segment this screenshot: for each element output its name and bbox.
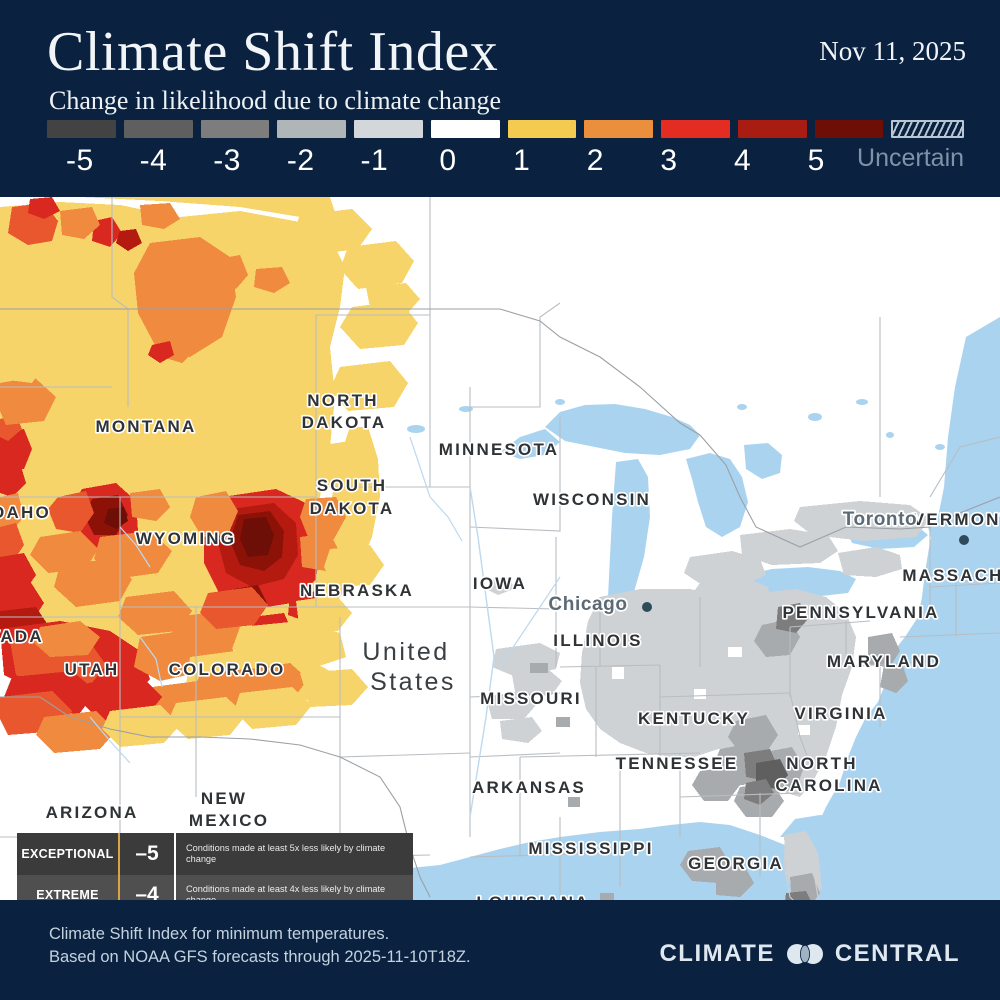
map-state-label: LOUISIANA: [476, 893, 589, 900]
color-swatch--3: [200, 120, 270, 138]
map-state-label: MISSOURI: [480, 689, 582, 708]
color-scale-labels: -5 -4 -3 -2 -1 0 1 2 3 4 5 Uncertain: [47, 144, 964, 178]
map-state-label: SOUTH: [317, 476, 388, 495]
map-city-dots: [642, 535, 969, 612]
footer-line-1: Climate Shift Index for minimum temperat…: [49, 925, 390, 943]
map-csi-raster-cool: [486, 501, 930, 900]
color-scale-label--2: -2: [286, 144, 315, 177]
color-swatch-5: [814, 120, 884, 138]
logo-word-climate: CLIMATE: [659, 940, 775, 967]
map-state-label: ARKANSAS: [472, 778, 586, 797]
color-scale-label-3: 3: [660, 144, 678, 177]
map-state-label: MISSISSIPPI: [528, 839, 653, 858]
legend-row: EXCEPTIONAL –5 Conditions made at least 5x…: [17, 833, 413, 875]
map-state-label: NEBRASKA: [300, 581, 414, 600]
color-scale-label-uncertain: Uncertain: [857, 144, 965, 172]
legend-description: Conditions made at least 5x less likely …: [186, 842, 386, 864]
map-state-label: IOWA: [473, 574, 527, 593]
map-state-label: UTAH: [65, 660, 120, 679]
map-city-label: Chicago: [548, 594, 627, 615]
color-swatch-uncertain: [891, 120, 964, 138]
map-water-layer: [58, 317, 1000, 900]
color-swatch-0: [430, 120, 500, 138]
map-state-label: MINNESOTA: [439, 440, 560, 459]
color-swatch--1: [354, 120, 423, 138]
header: Climate Shift Index Change in likelihood…: [0, 0, 1000, 197]
page-subtitle: Change in likelihood due to climate chan…: [49, 86, 501, 115]
map-state-label: VERMONT: [913, 510, 1000, 529]
map-state-label: IDAHO: [0, 503, 51, 522]
map-state-label: GEORGIA: [688, 854, 784, 873]
map-state-label: MASSACH: [902, 566, 1000, 585]
map-csi-raster-warm: [0, 197, 420, 753]
color-scale-legend: -5 -4 -3 -2 -1 0 1 2 3 4 5 Uncertain: [47, 120, 964, 180]
map-svg: MONTANA NORTH DAKOTA MINNESOTA SOUTH DAKOTA WI…: [0, 197, 1000, 900]
map-state-label: ILLINOIS: [553, 631, 642, 650]
map-state-label: NEVADA: [0, 627, 44, 646]
map-state-label: ARIZONA: [46, 803, 139, 822]
map-state-label: NORTH: [786, 754, 857, 773]
map-state-label: KENTUCKY: [638, 709, 750, 728]
page-title: Climate Shift Index: [47, 21, 499, 83]
color-swatch-4: [737, 120, 807, 138]
map-state-label: NEW: [201, 789, 247, 808]
footer: Climate Shift Index for minimum temperat…: [0, 900, 1000, 1000]
color-swatch--4: [123, 120, 193, 138]
color-swatch--5: [47, 120, 116, 138]
color-scale-swatches: [47, 120, 964, 138]
color-scale-label--5: -5: [65, 144, 94, 177]
color-scale-label--1: -1: [360, 144, 389, 177]
color-scale-label-5: 5: [807, 144, 825, 177]
color-swatch--2: [277, 120, 346, 138]
color-scale-label--3: -3: [213, 144, 241, 177]
map-state-label: TENNESSEE: [616, 754, 739, 773]
logo-word-central: CENTRAL: [834, 940, 960, 967]
legend-value: –5: [118, 833, 176, 875]
interlocking-circles-icon: [784, 943, 826, 965]
color-scale-label--4: -4: [139, 144, 168, 177]
legend-row: EXTREME –4 Conditions made at least 4x les…: [17, 874, 413, 900]
csi-category-legend-table: EXCEPTIONAL –5 Conditions made at least 5x…: [17, 833, 413, 900]
color-scale-label-0: 0: [439, 144, 457, 177]
map-canvas[interactable]: MONTANA NORTH DAKOTA MINNESOTA SOUTH DAKOTA WI…: [0, 197, 1000, 900]
map-state-label: NORTH: [307, 391, 378, 410]
map-state-label: MONTANA: [95, 417, 196, 436]
map-label-layer: MONTANA NORTH DAKOTA MINNESOTA SOUTH DAKOTA WI…: [0, 389, 1000, 900]
color-swatch-2: [584, 120, 653, 138]
map-state-label: PENNSYLVANIA: [782, 603, 939, 622]
color-scale-label-4: 4: [733, 144, 752, 177]
color-scale-label-2: 2: [586, 144, 604, 177]
map-country-label: States: [370, 668, 456, 696]
legend-description: Conditions made at least 4x less likely …: [186, 884, 386, 900]
color-scale-label-1: 1: [513, 144, 531, 177]
map-city-label: Toronto: [843, 509, 918, 530]
footer-line-2: Based on NOAA GFS forecasts through 2025…: [49, 948, 471, 966]
color-swatch-1: [507, 120, 577, 138]
color-swatch-3: [661, 120, 730, 138]
map-state-label: CAROLINA: [775, 776, 882, 795]
legend-category: EXTREME: [36, 888, 99, 900]
map-country-label: United: [362, 638, 449, 666]
map-state-label: WYOMING: [136, 529, 236, 548]
legend-value: –4: [118, 874, 176, 900]
legend-category: EXCEPTIONAL: [21, 846, 114, 861]
map-state-label: DAKOTA: [310, 499, 395, 518]
map-state-label: MEXICO: [189, 811, 269, 830]
map-state-label: MARYLAND: [827, 652, 941, 671]
map-state-label: DAKOTA: [302, 413, 387, 432]
map-state-label: WISCONSIN: [533, 490, 651, 509]
map-state-label: VIRGINIA: [794, 704, 887, 723]
climate-central-logo: CLIMATE CENTRAL: [659, 940, 960, 968]
footer-caption: Climate Shift Index for minimum temperat…: [49, 923, 471, 969]
map-borders: [0, 197, 1000, 900]
date-label: Nov 11, 2025: [819, 36, 966, 66]
map-state-label: COLORADO: [169, 660, 286, 679]
